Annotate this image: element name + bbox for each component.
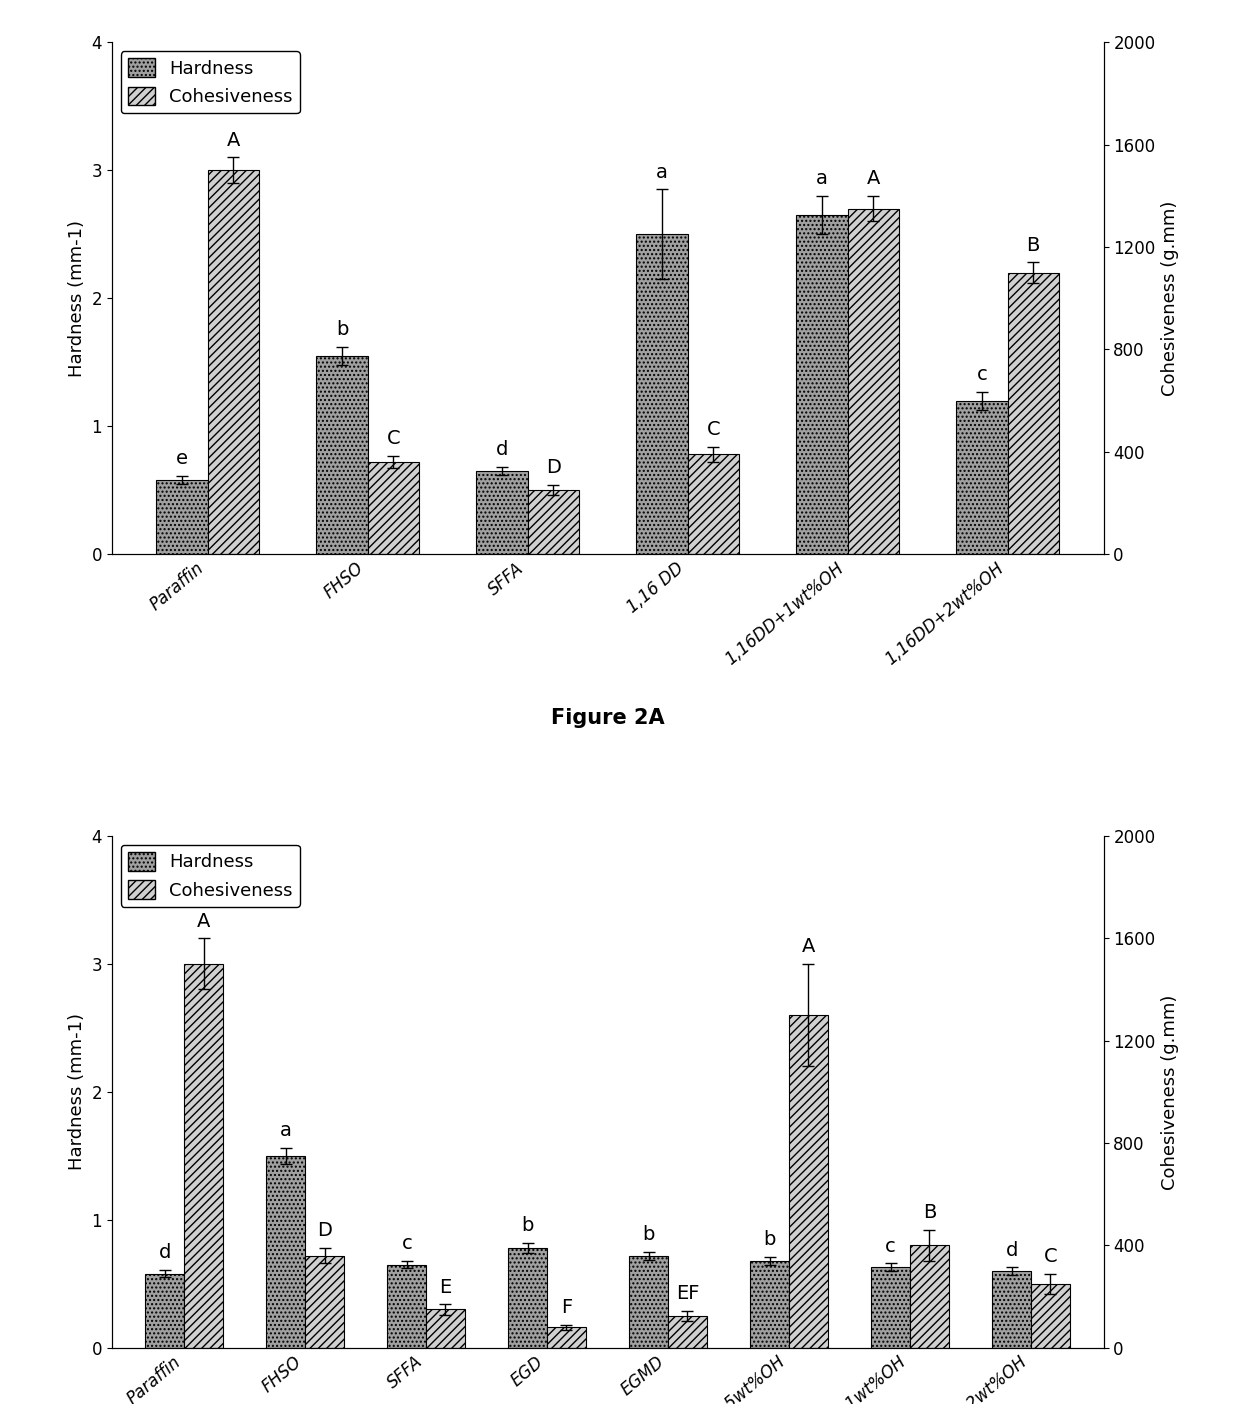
Text: F: F — [560, 1299, 572, 1317]
Y-axis label: Hardness (mm-1): Hardness (mm-1) — [68, 219, 86, 376]
Text: Figure 2A: Figure 2A — [551, 708, 665, 727]
Bar — [185, 963, 223, 1348]
Bar — [688, 455, 739, 555]
Text: D: D — [546, 458, 560, 477]
Text: d: d — [1006, 1241, 1018, 1259]
Bar — [1008, 272, 1059, 555]
Text: A: A — [867, 168, 880, 188]
Text: D: D — [317, 1221, 332, 1240]
Bar — [992, 1271, 1030, 1348]
Y-axis label: Cohesiveness (g.mm): Cohesiveness (g.mm) — [1161, 201, 1179, 396]
Bar — [156, 480, 207, 555]
Text: C: C — [1044, 1247, 1058, 1266]
Text: B: B — [923, 1203, 936, 1223]
Y-axis label: Cohesiveness (g.mm): Cohesiveness (g.mm) — [1161, 994, 1179, 1189]
Bar — [1030, 1283, 1070, 1348]
Bar — [789, 1015, 828, 1348]
Text: b: b — [336, 320, 348, 340]
Bar — [956, 400, 1008, 555]
Text: b: b — [522, 1216, 534, 1236]
Text: e: e — [176, 449, 188, 469]
Bar — [476, 470, 527, 555]
Bar — [630, 1255, 668, 1348]
Bar — [207, 170, 259, 555]
Text: C: C — [707, 420, 720, 439]
Text: b: b — [764, 1230, 776, 1250]
Bar — [367, 462, 419, 555]
Text: C: C — [387, 428, 401, 448]
Legend: Hardness, Cohesiveness: Hardness, Cohesiveness — [120, 845, 300, 907]
Bar — [527, 490, 579, 555]
Text: d: d — [496, 441, 508, 459]
Text: EF: EF — [676, 1285, 699, 1303]
Text: c: c — [977, 365, 987, 383]
Bar — [427, 1310, 465, 1348]
Text: b: b — [642, 1226, 655, 1244]
Bar — [910, 1245, 949, 1348]
Text: A: A — [197, 911, 211, 931]
Bar — [668, 1316, 707, 1348]
Bar — [796, 215, 848, 555]
Text: A: A — [802, 936, 815, 956]
Text: B: B — [1027, 236, 1040, 254]
Text: a: a — [280, 1122, 291, 1140]
Text: c: c — [885, 1237, 897, 1255]
Bar — [636, 234, 688, 555]
Bar — [305, 1255, 343, 1348]
Text: d: d — [159, 1243, 171, 1262]
Text: E: E — [439, 1278, 451, 1297]
Y-axis label: Hardness (mm-1): Hardness (mm-1) — [68, 1014, 86, 1171]
Bar — [750, 1261, 789, 1348]
Bar — [145, 1273, 185, 1348]
Text: c: c — [402, 1234, 412, 1254]
Bar — [508, 1248, 547, 1348]
Bar — [267, 1155, 305, 1348]
Text: a: a — [656, 163, 668, 181]
Bar — [387, 1265, 427, 1348]
Bar — [848, 209, 899, 555]
Text: a: a — [816, 168, 828, 188]
Bar — [547, 1327, 585, 1348]
Text: A: A — [227, 131, 239, 150]
Bar — [316, 355, 367, 555]
Bar — [872, 1268, 910, 1348]
Legend: Hardness, Cohesiveness: Hardness, Cohesiveness — [120, 51, 300, 114]
